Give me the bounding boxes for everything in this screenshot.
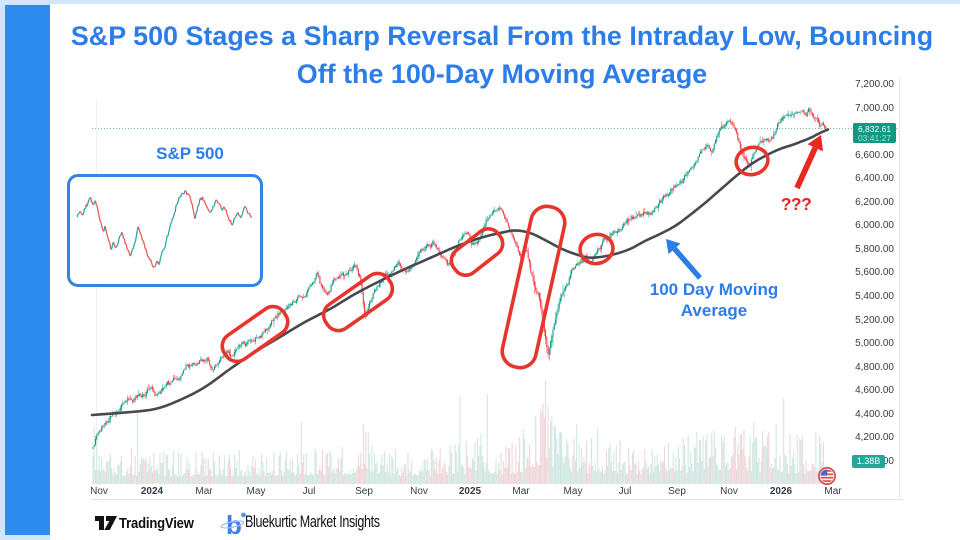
svg-text:b: b bbox=[226, 510, 242, 539]
